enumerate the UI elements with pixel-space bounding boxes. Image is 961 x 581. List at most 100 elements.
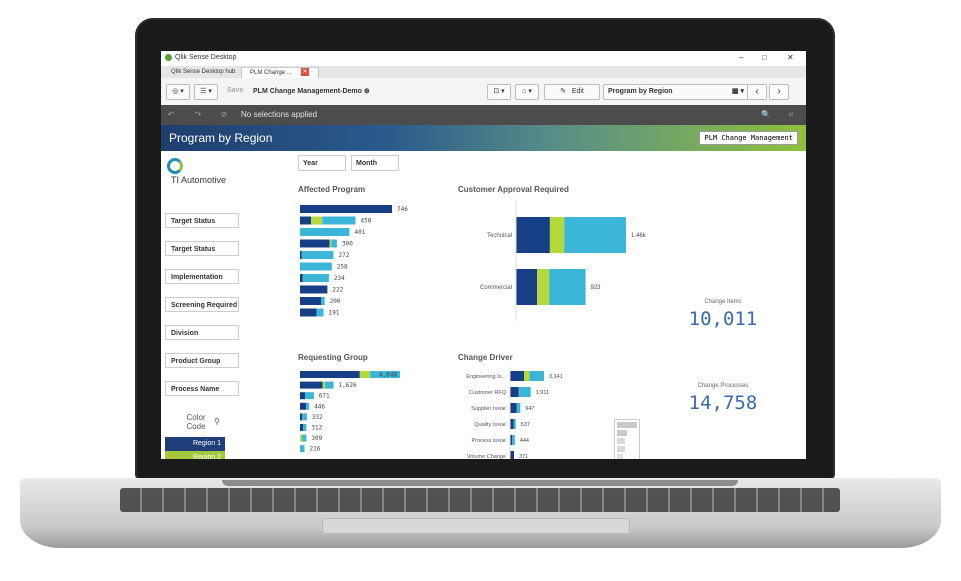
- mini-chart-scrollbar[interactable]: [614, 419, 640, 459]
- smart-search-icon[interactable]: ⌗: [788, 110, 794, 119]
- story-button[interactable]: ⊡ ▾: [487, 84, 511, 100]
- clear-selections-icon[interactable]: ⊘: [220, 110, 228, 119]
- value-label: 671: [319, 393, 330, 400]
- bar-segment[interactable]: [510, 419, 514, 429]
- category-label: Customer RFQ: [469, 390, 507, 396]
- bar-segment[interactable]: [516, 217, 550, 253]
- bar-segment[interactable]: [537, 269, 550, 305]
- bar-segment[interactable]: [300, 205, 392, 213]
- filter-product-group[interactable]: Product Group: [165, 353, 239, 368]
- bar-segment[interactable]: [564, 217, 626, 253]
- year-dropdown[interactable]: Year: [298, 155, 346, 171]
- bar-segment[interactable]: [359, 371, 371, 378]
- bar-segment[interactable]: [331, 239, 337, 248]
- bar-segment[interactable]: [300, 371, 360, 378]
- qlik-logo-icon: [165, 54, 172, 61]
- tab-hub[interactable]: Qlik Sense Desktop hub: [163, 67, 251, 78]
- navigation-menu-button[interactable]: ◎ ▾: [166, 84, 190, 100]
- chart-title-requesting-group: Requesting Group: [298, 353, 368, 362]
- bar-segment[interactable]: [512, 435, 515, 445]
- bar-segment[interactable]: [300, 216, 312, 225]
- bar-segment[interactable]: [510, 387, 519, 397]
- bar-segment[interactable]: [322, 381, 325, 389]
- bar-segment[interactable]: [524, 371, 530, 381]
- filter-division[interactable]: Division: [165, 325, 239, 340]
- bar-segment[interactable]: [300, 445, 305, 453]
- bar-segment[interactable]: [300, 228, 350, 236]
- bar-segment[interactable]: [529, 371, 545, 381]
- color-code-search-icon[interactable]: ⚲: [214, 417, 220, 426]
- bar-segment[interactable]: [302, 434, 307, 442]
- bar-segment[interactable]: [316, 308, 324, 317]
- bar-segment[interactable]: [549, 269, 586, 305]
- bar-segment[interactable]: [300, 251, 302, 259]
- previous-sheet-button[interactable]: ‹: [747, 84, 767, 100]
- bar-segment[interactable]: [516, 403, 521, 413]
- filter-process-name[interactable]: Process Name: [165, 381, 239, 396]
- bar-segment[interactable]: [518, 387, 531, 397]
- bar-segment[interactable]: [510, 403, 517, 413]
- tab-app[interactable]: PLM Change ...: [241, 67, 319, 79]
- bar-segment[interactable]: [510, 435, 513, 445]
- bookmark-button[interactable]: ⌂ ▾: [515, 84, 539, 100]
- bar-segment[interactable]: [300, 424, 304, 431]
- filter-screening-required[interactable]: Screening Required: [165, 297, 239, 312]
- sheet-select[interactable]: Program by Region ▦ ▾: [603, 84, 749, 100]
- step-forward-icon[interactable]: ↷: [194, 110, 202, 119]
- edit-button[interactable]: ✎ Edit: [544, 84, 600, 100]
- bar-segment[interactable]: [300, 434, 303, 442]
- bar-segment[interactable]: [300, 402, 307, 410]
- bar-segment[interactable]: [302, 274, 329, 282]
- filter-implementation[interactable]: Implementation: [165, 269, 239, 284]
- bar-segment[interactable]: [300, 413, 303, 421]
- bar-segment[interactable]: [303, 424, 307, 431]
- app-toolbar: ◎ ▾ ☰ ▾ Save PLM Change Management-Demo …: [161, 78, 806, 106]
- selections-bar: ↶ ↷ ⊘ No selections applied 🔍 ⌗: [161, 105, 806, 125]
- requesting-group-chart: 4,848 1,626 671 446 332 312 309 216: [300, 371, 400, 453]
- tab-close-icon[interactable]: ✕: [301, 68, 309, 76]
- search-icon[interactable]: 🔍: [761, 110, 771, 119]
- maximize-button[interactable]: □: [762, 53, 767, 62]
- bar-segment[interactable]: [311, 216, 323, 225]
- close-window-button[interactable]: ✕: [787, 53, 794, 62]
- chart-title-change-driver: Change Driver: [458, 353, 513, 362]
- bar-segment[interactable]: [300, 274, 303, 282]
- region-item[interactable]: Region 2: [165, 451, 225, 459]
- month-dropdown[interactable]: Month: [351, 155, 399, 171]
- filter-target-status-2[interactable]: Target Status: [165, 241, 239, 256]
- bar-segment[interactable]: [305, 392, 314, 400]
- bar-segment[interactable]: [321, 297, 325, 305]
- bar-segment[interactable]: [322, 216, 356, 225]
- bar-segment[interactable]: [301, 251, 334, 259]
- bar-segment[interactable]: [513, 419, 516, 429]
- bar-segment[interactable]: [306, 402, 310, 410]
- global-menu-button[interactable]: ☰ ▾: [194, 84, 218, 100]
- next-sheet-button[interactable]: ›: [769, 84, 789, 100]
- selections-status: No selections applied: [241, 110, 318, 119]
- bar-segment[interactable]: [329, 239, 332, 248]
- category-label: Quality Issue: [474, 422, 506, 428]
- bar-segment[interactable]: [300, 392, 306, 400]
- minimize-button[interactable]: –: [739, 53, 744, 62]
- save-button[interactable]: Save: [227, 87, 244, 94]
- value-label: 537: [521, 422, 530, 428]
- category-label: Process Issue: [471, 438, 506, 444]
- kpi-change-processes-label: Change Processes: [697, 383, 749, 389]
- bar-segment[interactable]: [516, 269, 538, 305]
- bar-segment[interactable]: [300, 297, 321, 305]
- bar-segment[interactable]: [300, 285, 328, 294]
- bar-segment[interactable]: [300, 381, 323, 389]
- bar-segment[interactable]: [510, 451, 514, 459]
- bar-segment[interactable]: [370, 371, 400, 378]
- bar-segment[interactable]: [324, 381, 334, 389]
- region-item[interactable]: Region 1: [165, 437, 225, 451]
- bar-segment[interactable]: [510, 371, 525, 381]
- bar-segment[interactable]: [549, 217, 565, 253]
- step-back-icon[interactable]: ↶: [167, 110, 175, 119]
- bar-segment[interactable]: [300, 262, 332, 271]
- filter-target-status[interactable]: Target Status: [165, 213, 239, 228]
- bar-segment[interactable]: [302, 413, 307, 421]
- bar-segment[interactable]: [300, 308, 317, 317]
- value-label: 923: [591, 285, 602, 291]
- bar-segment[interactable]: [300, 239, 330, 248]
